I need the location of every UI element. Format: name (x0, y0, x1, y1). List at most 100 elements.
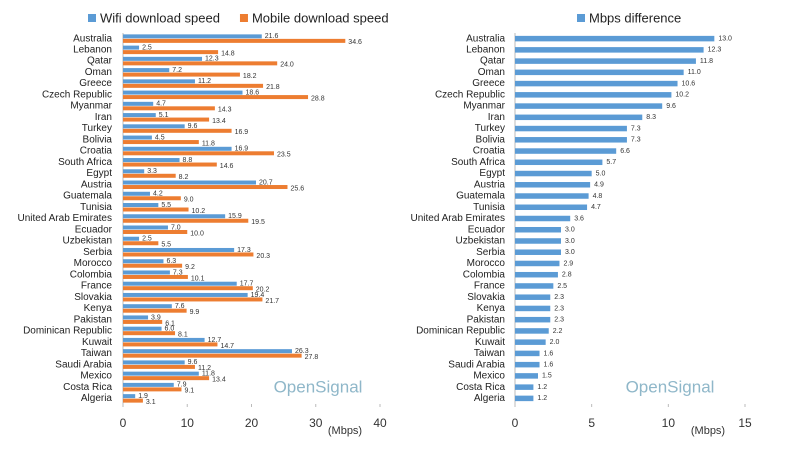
bar (123, 135, 152, 140)
value-label: 2.5 (142, 236, 152, 243)
bar (123, 229, 188, 234)
bar (515, 350, 540, 357)
value-label: 21.6 (265, 33, 279, 40)
bar (515, 260, 560, 267)
category-label: Dominican Republic (416, 326, 505, 337)
category-label: Kuwait (82, 337, 112, 348)
value-label: 5.7 (606, 159, 616, 166)
bar (515, 249, 561, 255)
category-label: South Africa (58, 157, 112, 168)
value-label: 19.5 (251, 219, 265, 226)
category-label: Egypt (479, 168, 505, 179)
category-label: Oman (85, 67, 112, 78)
category-label: Slovakia (74, 292, 112, 303)
value-label: 3.0 (565, 249, 575, 256)
value-label: 8.2 (179, 174, 189, 181)
legend-label: Wifi download speed (100, 10, 220, 25)
x-tick-label: 15 (738, 416, 752, 430)
bar (123, 259, 164, 264)
bar (123, 247, 235, 252)
watermark: OpenSignal (626, 377, 715, 396)
category-label: Uzbekistan (456, 236, 505, 247)
value-label: 16.9 (235, 129, 249, 136)
bar (123, 252, 254, 257)
value-label: 2.8 (562, 272, 572, 279)
category-label: Croatia (80, 146, 113, 157)
category-label: Dominican Republic (23, 326, 112, 337)
category-label: Czech Republic (435, 89, 505, 100)
value-label: 3.9 (151, 314, 161, 321)
category-label: Egypt (86, 168, 112, 179)
category-label: United Arab Emirates (18, 213, 113, 224)
value-label: 11.2 (198, 365, 211, 372)
value-label: 3.1 (146, 399, 156, 406)
category-label: Czech Republic (42, 89, 112, 100)
value-label: 3.3 (147, 168, 157, 175)
category-label: Kenya (84, 303, 113, 314)
bar (515, 193, 589, 199)
category-label: Serbia (83, 247, 112, 258)
value-label: 6.3 (166, 258, 176, 265)
value-label: 12.3 (205, 56, 219, 63)
x-tick-label: 0 (512, 416, 519, 430)
bar (123, 360, 185, 365)
bar (515, 69, 684, 76)
x-tick-label: 30 (309, 416, 323, 430)
category-label: Ecuador (75, 224, 113, 235)
x-tick-label: 5 (588, 416, 595, 430)
bar (123, 342, 218, 347)
legend-swatch (577, 14, 585, 22)
value-label: 2.9 (563, 260, 573, 267)
value-label: 10.0 (190, 230, 204, 237)
bar (515, 148, 617, 154)
value-label: 4.2 (153, 191, 163, 198)
value-label: 8.8 (183, 157, 193, 164)
bar (515, 373, 538, 379)
value-label: 3.0 (565, 227, 575, 234)
value-label: 7.9 (177, 382, 187, 389)
value-label: 23.5 (277, 152, 291, 159)
value-label: 6.0 (165, 326, 175, 333)
category-label: Austria (474, 179, 506, 190)
legend-label: Mobile download speed (252, 10, 389, 25)
bar (123, 106, 215, 111)
category-label: Algeria (474, 393, 506, 404)
bar (123, 196, 181, 201)
value-label: 11.2 (198, 78, 211, 85)
category-label: Iran (488, 112, 505, 123)
bar (123, 203, 159, 208)
bar (515, 316, 551, 323)
bar (515, 294, 551, 300)
value-label: 21.7 (265, 298, 279, 305)
category-label: Australia (73, 33, 112, 44)
bar (123, 79, 195, 84)
bar (515, 283, 554, 289)
bar (515, 226, 561, 233)
value-label: 9.2 (185, 264, 195, 271)
category-label: Kenya (477, 303, 506, 314)
value-label: 9.6 (666, 103, 676, 110)
category-label: Austria (81, 179, 113, 190)
value-label: 2.5 (142, 44, 152, 51)
value-label: 4.5 (155, 134, 165, 141)
category-label: Qatar (480, 56, 506, 67)
value-label: 2.2 (553, 328, 563, 335)
bar (123, 173, 176, 178)
category-label: Guatemala (456, 191, 505, 202)
bar (123, 304, 172, 309)
value-label: 14.6 (220, 163, 234, 170)
x-tick-label: 40 (373, 416, 387, 430)
bar (123, 394, 136, 399)
category-label: Mexico (473, 371, 505, 382)
category-label: Colombia (463, 269, 506, 280)
category-label: Costa Rica (63, 382, 112, 393)
value-label: 13.0 (718, 35, 732, 42)
bar (123, 214, 226, 219)
category-label: Saudi Arabia (55, 359, 112, 370)
value-label: 4.7 (156, 101, 166, 108)
value-label: 11.0 (688, 69, 701, 76)
bar (123, 398, 143, 403)
bar (123, 185, 288, 190)
bar (123, 337, 205, 342)
value-label: 34.6 (348, 39, 362, 46)
